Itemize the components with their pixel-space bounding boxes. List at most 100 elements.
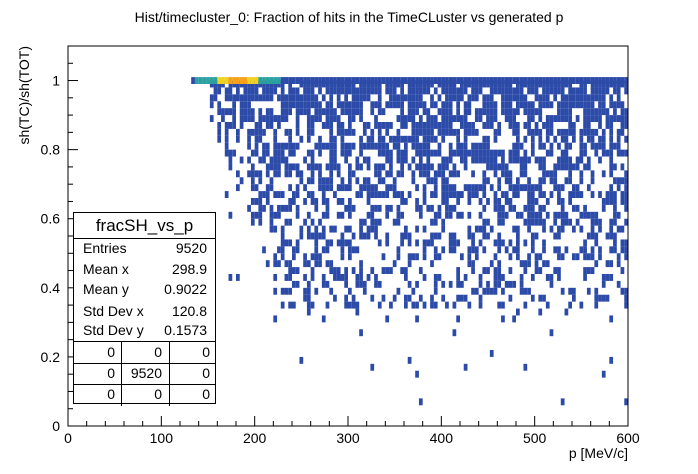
heatmap-cell xyxy=(232,101,236,109)
heatmap-cell xyxy=(456,101,460,109)
heatmap-cell xyxy=(381,191,386,198)
heatmap-cell xyxy=(351,128,356,136)
heatmap-cell xyxy=(306,177,311,185)
heatmap-cell xyxy=(448,142,453,150)
heatmap-cell xyxy=(445,163,449,171)
heatmap-cell xyxy=(426,177,431,185)
heatmap-cell xyxy=(474,94,479,102)
heatmap-cell xyxy=(385,184,390,192)
heatmap-cell xyxy=(437,232,442,240)
heatmap-cell xyxy=(280,204,285,212)
heatmap-cell xyxy=(542,239,546,247)
heatmap-cell xyxy=(344,294,348,302)
heatmap-cell xyxy=(273,156,278,164)
heatmap-cell xyxy=(467,122,472,129)
heatmap-cell xyxy=(586,135,591,143)
heatmap-cell xyxy=(284,115,289,122)
heatmap-cell xyxy=(269,184,274,192)
heatmap-cell xyxy=(321,77,326,84)
heatmap-cell xyxy=(314,142,319,150)
heatmap-cell xyxy=(527,87,531,95)
heatmap-cell xyxy=(549,329,554,337)
heatmap-cell xyxy=(478,211,483,219)
heatmap-cell xyxy=(295,204,300,212)
heatmap-cell xyxy=(534,218,539,226)
heatmap-cell xyxy=(616,253,621,261)
heatmap-cell xyxy=(415,142,419,150)
heatmap-cell xyxy=(336,239,341,247)
heatmap-cell xyxy=(609,142,614,150)
heatmap-cell xyxy=(340,246,345,254)
heatmap-cell xyxy=(288,198,292,205)
heatmap-cell xyxy=(437,253,442,261)
heatmap-cell xyxy=(340,274,345,281)
stats-value: 298.9 xyxy=(171,261,207,277)
heatmap-cell xyxy=(366,87,371,95)
heatmap-cell xyxy=(545,87,550,95)
heatmap-cell xyxy=(448,128,453,136)
heatmap-cell xyxy=(609,122,614,129)
heatmap-cell xyxy=(254,149,259,157)
heatmap-cell xyxy=(348,246,352,254)
heatmap-cell xyxy=(493,204,498,212)
heatmap-cell xyxy=(191,77,195,84)
heatmap-cell xyxy=(333,87,337,95)
heatmap-cell xyxy=(508,204,513,212)
heatmap-cell xyxy=(478,87,483,95)
heatmap-cell xyxy=(527,128,531,136)
heatmap-cell xyxy=(508,294,513,302)
heatmap-cell xyxy=(348,101,352,109)
heatmap-cell xyxy=(493,77,498,84)
heatmap-cell xyxy=(605,77,610,84)
heatmap-cell xyxy=(348,239,352,247)
heatmap-cell xyxy=(273,128,278,136)
heatmap-cell xyxy=(355,246,360,254)
heatmap-cell xyxy=(262,87,266,95)
heatmap-cell xyxy=(538,128,543,136)
heatmap-cell xyxy=(415,301,419,309)
heatmap-cell xyxy=(217,108,222,116)
heatmap-cell xyxy=(463,142,468,150)
heatmap-cell xyxy=(564,135,569,143)
heatmap-cell xyxy=(359,280,363,288)
x-tick-label: 0 xyxy=(64,430,72,446)
heatmap-cell xyxy=(594,94,599,102)
heatmap-cell xyxy=(467,225,472,233)
heatmap-cell xyxy=(377,87,382,95)
heatmap-cell xyxy=(418,294,423,302)
heatmap-cell xyxy=(445,87,449,95)
heatmap-cell xyxy=(516,135,520,143)
y-tick-label: 0.8 xyxy=(41,142,61,158)
heatmap-cell xyxy=(348,87,352,95)
heatmap-cell xyxy=(493,156,498,164)
heatmap-cell xyxy=(258,211,263,219)
heatmap-cell xyxy=(359,115,363,122)
heatmap-cell xyxy=(613,163,617,171)
heatmap-cell xyxy=(392,87,397,95)
heatmap-cell xyxy=(512,108,516,116)
heatmap-cell xyxy=(217,128,222,136)
heatmap-cell xyxy=(590,135,595,143)
heatmap-cell xyxy=(430,122,434,129)
heatmap-cell xyxy=(501,149,505,157)
heatmap-cell xyxy=(474,184,479,192)
heatmap-cell xyxy=(273,260,278,268)
heatmap-cell xyxy=(340,198,345,205)
heatmap-cell xyxy=(292,198,296,205)
heatmap-cell xyxy=(236,170,240,178)
heatmap-cell xyxy=(258,94,263,102)
heatmap-cell xyxy=(549,77,554,84)
heatmap-cell xyxy=(538,115,543,122)
heatmap-cell xyxy=(348,77,352,84)
heatmap-cell xyxy=(336,184,341,192)
heatmap-cell xyxy=(452,329,457,337)
heatmap-cell xyxy=(620,122,625,129)
heatmap-cell xyxy=(422,135,427,143)
heatmap-cell xyxy=(344,87,348,95)
heatmap-cell xyxy=(247,87,251,95)
stats-label: Mean x xyxy=(83,261,129,277)
heatmap-cell xyxy=(299,232,304,240)
heatmap-cell xyxy=(422,184,427,192)
heatmap-cell xyxy=(418,398,423,406)
heatmap-cell xyxy=(579,301,584,309)
